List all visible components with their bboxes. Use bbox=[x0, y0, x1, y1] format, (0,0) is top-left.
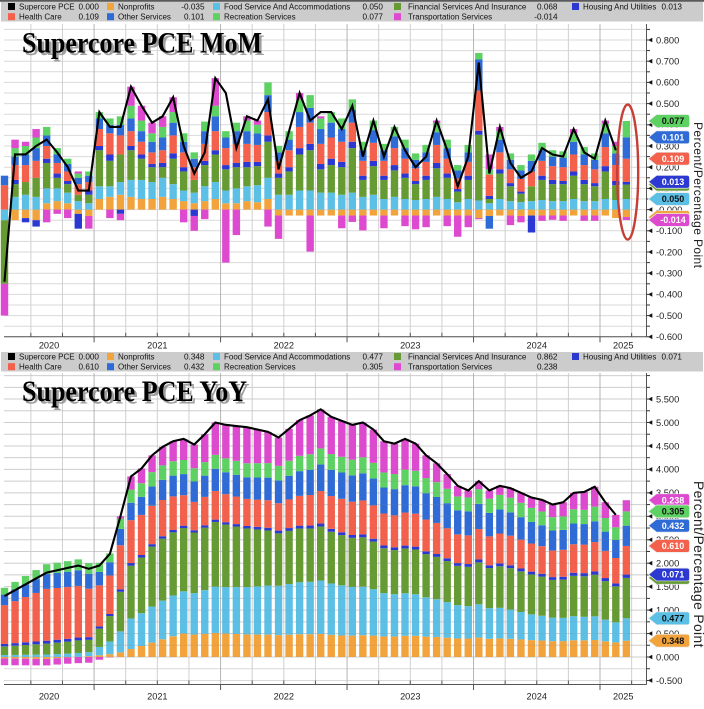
svg-text:0.477: 0.477 bbox=[363, 353, 384, 362]
svg-text:0.348: 0.348 bbox=[184, 353, 205, 362]
svg-text:3.500: 3.500 bbox=[656, 488, 679, 498]
svg-text:0.238: 0.238 bbox=[537, 363, 558, 372]
svg-text:-0.600: -0.600 bbox=[656, 332, 682, 342]
svg-text:0.862: 0.862 bbox=[537, 353, 558, 362]
svg-text:2020: 2020 bbox=[39, 692, 59, 702]
svg-text:0.013: 0.013 bbox=[662, 177, 685, 187]
svg-text:Supercore PCE YoY: Supercore PCE YoY bbox=[22, 375, 247, 408]
svg-text:Financial Services And Insuran: Financial Services And Insurance bbox=[408, 3, 527, 12]
svg-text:5.000: 5.000 bbox=[656, 418, 679, 428]
svg-text:-0.035: -0.035 bbox=[181, 3, 205, 12]
svg-text:-0.400: -0.400 bbox=[656, 290, 682, 300]
svg-text:Recreation Services: Recreation Services bbox=[224, 13, 296, 22]
svg-text:Transportation Services: Transportation Services bbox=[408, 363, 492, 372]
svg-text:0.109: 0.109 bbox=[79, 13, 100, 22]
svg-text:0.610: 0.610 bbox=[79, 363, 100, 372]
svg-text:2021: 2021 bbox=[147, 692, 167, 702]
svg-text:Food Service And Accommodation: Food Service And Accommodations bbox=[224, 3, 350, 12]
svg-text:2.000: 2.000 bbox=[656, 559, 679, 569]
svg-text:0.500: 0.500 bbox=[656, 99, 679, 109]
svg-text:-0.300: -0.300 bbox=[656, 269, 682, 279]
svg-text:2023: 2023 bbox=[400, 692, 420, 702]
svg-text:-0.100: -0.100 bbox=[656, 226, 682, 236]
svg-text:Percent/Percentage Point: Percent/Percentage Point bbox=[691, 481, 704, 648]
svg-text:0.500: 0.500 bbox=[656, 629, 679, 639]
svg-text:Other Services: Other Services bbox=[118, 363, 171, 372]
svg-text:0.050: 0.050 bbox=[363, 3, 384, 12]
svg-text:1.500: 1.500 bbox=[656, 582, 679, 592]
svg-text:0.071: 0.071 bbox=[662, 570, 685, 580]
svg-text:-0.500: -0.500 bbox=[656, 676, 682, 686]
svg-text:0.013: 0.013 bbox=[662, 3, 683, 12]
svg-text:Supercore PCE MoM: Supercore PCE MoM bbox=[22, 27, 262, 60]
svg-text:4.500: 4.500 bbox=[656, 441, 679, 451]
svg-text:Health Care: Health Care bbox=[19, 13, 62, 22]
svg-text:Health Care: Health Care bbox=[19, 363, 62, 372]
svg-text:Financial Services And Insuran: Financial Services And Insurance bbox=[408, 353, 527, 362]
svg-text:2024: 2024 bbox=[527, 341, 547, 351]
svg-text:0.477: 0.477 bbox=[662, 613, 685, 623]
svg-text:Other Services: Other Services bbox=[118, 13, 171, 22]
svg-text:Nonprofits: Nonprofits bbox=[118, 3, 154, 12]
svg-text:Supercore PCE: Supercore PCE bbox=[19, 3, 75, 12]
svg-text:2022: 2022 bbox=[274, 341, 294, 351]
svg-text:0.109: 0.109 bbox=[662, 154, 685, 164]
svg-text:5.500: 5.500 bbox=[656, 394, 679, 404]
svg-text:0.348: 0.348 bbox=[662, 636, 685, 646]
svg-text:Nonprofits: Nonprofits bbox=[118, 353, 154, 362]
svg-text:0.432: 0.432 bbox=[184, 363, 205, 372]
svg-text:0.610: 0.610 bbox=[662, 541, 685, 551]
svg-text:4.000: 4.000 bbox=[656, 465, 679, 475]
svg-text:-0.200: -0.200 bbox=[656, 247, 682, 257]
svg-text:0.101: 0.101 bbox=[184, 13, 205, 22]
svg-text:0.077: 0.077 bbox=[662, 116, 685, 126]
svg-text:Transportation Services: Transportation Services bbox=[408, 13, 492, 22]
svg-text:0.000: 0.000 bbox=[656, 652, 679, 662]
svg-text:2020: 2020 bbox=[39, 341, 59, 351]
svg-text:0.101: 0.101 bbox=[662, 132, 685, 142]
svg-text:Housing And Utilities: Housing And Utilities bbox=[583, 353, 656, 362]
svg-text:0.600: 0.600 bbox=[656, 78, 679, 88]
svg-text:0.300: 0.300 bbox=[656, 141, 679, 151]
svg-text:Supercore PCE YoY: Supercore PCE YoY bbox=[25, 378, 250, 411]
svg-text:-0.500: -0.500 bbox=[656, 311, 682, 321]
svg-text:0.071: 0.071 bbox=[662, 353, 683, 362]
svg-text:0.000: 0.000 bbox=[79, 353, 100, 362]
svg-text:0.050: 0.050 bbox=[662, 194, 685, 204]
svg-text:0.077: 0.077 bbox=[363, 13, 384, 22]
svg-text:0.238: 0.238 bbox=[662, 495, 685, 505]
svg-text:2025: 2025 bbox=[613, 692, 633, 702]
svg-text:0.000: 0.000 bbox=[79, 3, 100, 12]
svg-text:-0.000: -0.000 bbox=[656, 205, 682, 215]
svg-text:Supercore PCE MoM: Supercore PCE MoM bbox=[25, 29, 265, 62]
svg-text:2021: 2021 bbox=[147, 341, 167, 351]
svg-text:0.305: 0.305 bbox=[662, 506, 685, 516]
svg-text:2022: 2022 bbox=[274, 692, 294, 702]
svg-text:0.305: 0.305 bbox=[363, 363, 384, 372]
svg-text:2025: 2025 bbox=[613, 341, 633, 351]
svg-text:1.000: 1.000 bbox=[656, 605, 679, 615]
svg-text:-0.014: -0.014 bbox=[660, 215, 686, 225]
svg-text:Food Service And Accommodation: Food Service And Accommodations bbox=[224, 353, 350, 362]
svg-text:0.200: 0.200 bbox=[656, 163, 679, 173]
svg-text:0.432: 0.432 bbox=[662, 521, 685, 531]
svg-text:0.068: 0.068 bbox=[537, 3, 558, 12]
svg-text:Supercore PCE: Supercore PCE bbox=[19, 353, 75, 362]
svg-text:Percent/Percentage Point: Percent/Percentage Point bbox=[691, 122, 704, 269]
svg-text:0.700: 0.700 bbox=[656, 57, 679, 67]
svg-text:2024: 2024 bbox=[527, 692, 547, 702]
svg-text:Recreation Services: Recreation Services bbox=[224, 363, 296, 372]
svg-text:0.800: 0.800 bbox=[656, 35, 679, 45]
svg-text:-0.014: -0.014 bbox=[534, 13, 558, 22]
svg-text:2023: 2023 bbox=[400, 341, 420, 351]
svg-text:Housing And Utilities: Housing And Utilities bbox=[583, 3, 656, 12]
